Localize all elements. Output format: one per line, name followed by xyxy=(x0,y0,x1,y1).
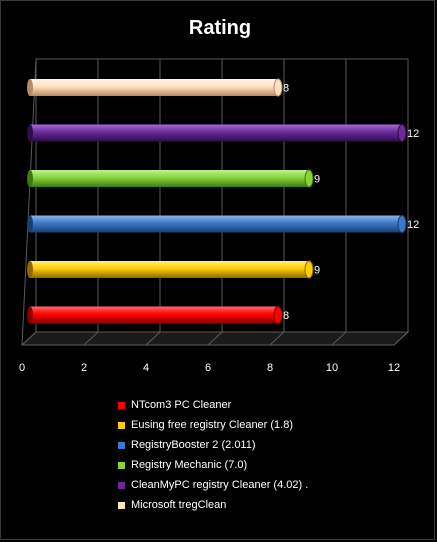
bar xyxy=(27,215,407,233)
bar-body xyxy=(30,170,309,187)
x-tick-label: 8 xyxy=(267,362,273,374)
grid-floor-line xyxy=(269,331,285,346)
bar xyxy=(27,260,314,279)
legend-item: NTcom3 PC Cleaner xyxy=(118,395,308,415)
bar xyxy=(27,124,407,142)
grid-floor-line xyxy=(207,331,223,346)
grid-floor-line xyxy=(393,331,409,346)
bar-cap-end xyxy=(273,78,283,97)
legend-label: NTcom3 PC Cleaner xyxy=(131,399,232,411)
legend-label: Microsoft tregClean xyxy=(131,499,227,511)
legend-label: RegistryBooster 2 (2.011) xyxy=(131,439,256,451)
legend-item: Registry Mechanic (7.0) xyxy=(118,455,308,475)
bar-body xyxy=(30,79,278,96)
legend-label: Eusing free registry Cleaner (1.8) xyxy=(131,419,294,431)
bar xyxy=(27,306,283,324)
bars xyxy=(27,78,407,324)
x-tick-label: 4 xyxy=(143,362,149,374)
grid-floor-line xyxy=(145,331,161,346)
legend-swatch xyxy=(118,441,125,449)
x-tick-label: 2 xyxy=(81,362,87,374)
plot-background xyxy=(20,58,410,346)
bar-cap-start xyxy=(27,306,33,324)
data-labels: 8 9 12 9 12 8 xyxy=(283,83,419,323)
legend-item: RegistryBooster 2 (2.011) xyxy=(118,435,308,455)
bar-cap-start xyxy=(27,215,33,233)
x-tick-label: 12 xyxy=(388,362,400,374)
data-label: 9 xyxy=(314,174,320,186)
bar-cap-end xyxy=(304,260,314,279)
legend-swatch xyxy=(118,481,125,489)
legend-item: Eusing free registry Cleaner (1.8) xyxy=(118,415,308,435)
left-wall-edge xyxy=(21,58,37,346)
data-label: 8 xyxy=(283,310,289,322)
data-label: 9 xyxy=(314,265,320,277)
legend-item: CleanMyPC registry Cleaner (4.02) . xyxy=(118,475,308,495)
data-label: 8 xyxy=(283,83,289,95)
grid-floor-line xyxy=(83,331,99,346)
chart-title: Rating xyxy=(189,17,251,39)
data-label: 12 xyxy=(407,128,419,140)
legend-swatch xyxy=(118,461,125,469)
grid-lines xyxy=(21,59,409,346)
bar-cap-end xyxy=(397,124,407,142)
x-axis-ticks: 0 2 4 6 8 10 12 xyxy=(19,362,400,374)
grid-floor-line xyxy=(21,331,37,346)
bar-body xyxy=(30,261,309,278)
bar-body xyxy=(30,306,278,324)
bar-cap-end xyxy=(304,169,314,188)
bar-cap-start xyxy=(27,261,33,278)
legend-swatch xyxy=(118,421,125,429)
legend-label: Registry Mechanic (7.0) xyxy=(131,459,248,471)
bar-cap-start xyxy=(27,79,33,96)
bar-body xyxy=(30,124,402,142)
data-label: 12 xyxy=(407,219,419,231)
x-tick-label: 10 xyxy=(326,362,338,374)
bar-body xyxy=(30,215,402,233)
bar-cap-end xyxy=(397,215,407,233)
bar xyxy=(27,78,283,97)
legend: NTcom3 PC Cleaner Eusing free registry Cl… xyxy=(118,395,308,515)
legend-swatch xyxy=(118,401,125,409)
bar-cap-start xyxy=(27,170,33,187)
legend-swatch xyxy=(118,501,125,509)
bar xyxy=(27,169,314,188)
legend-item: Microsoft tregClean xyxy=(118,495,308,515)
bar-cap-start xyxy=(27,124,33,142)
grid-floor-line xyxy=(331,331,347,346)
x-tick-label: 0 xyxy=(19,362,25,374)
bar-cap-end xyxy=(273,306,283,324)
x-tick-label: 6 xyxy=(205,362,211,374)
legend-label: CleanMyPC registry Cleaner (4.02) . xyxy=(131,479,309,491)
